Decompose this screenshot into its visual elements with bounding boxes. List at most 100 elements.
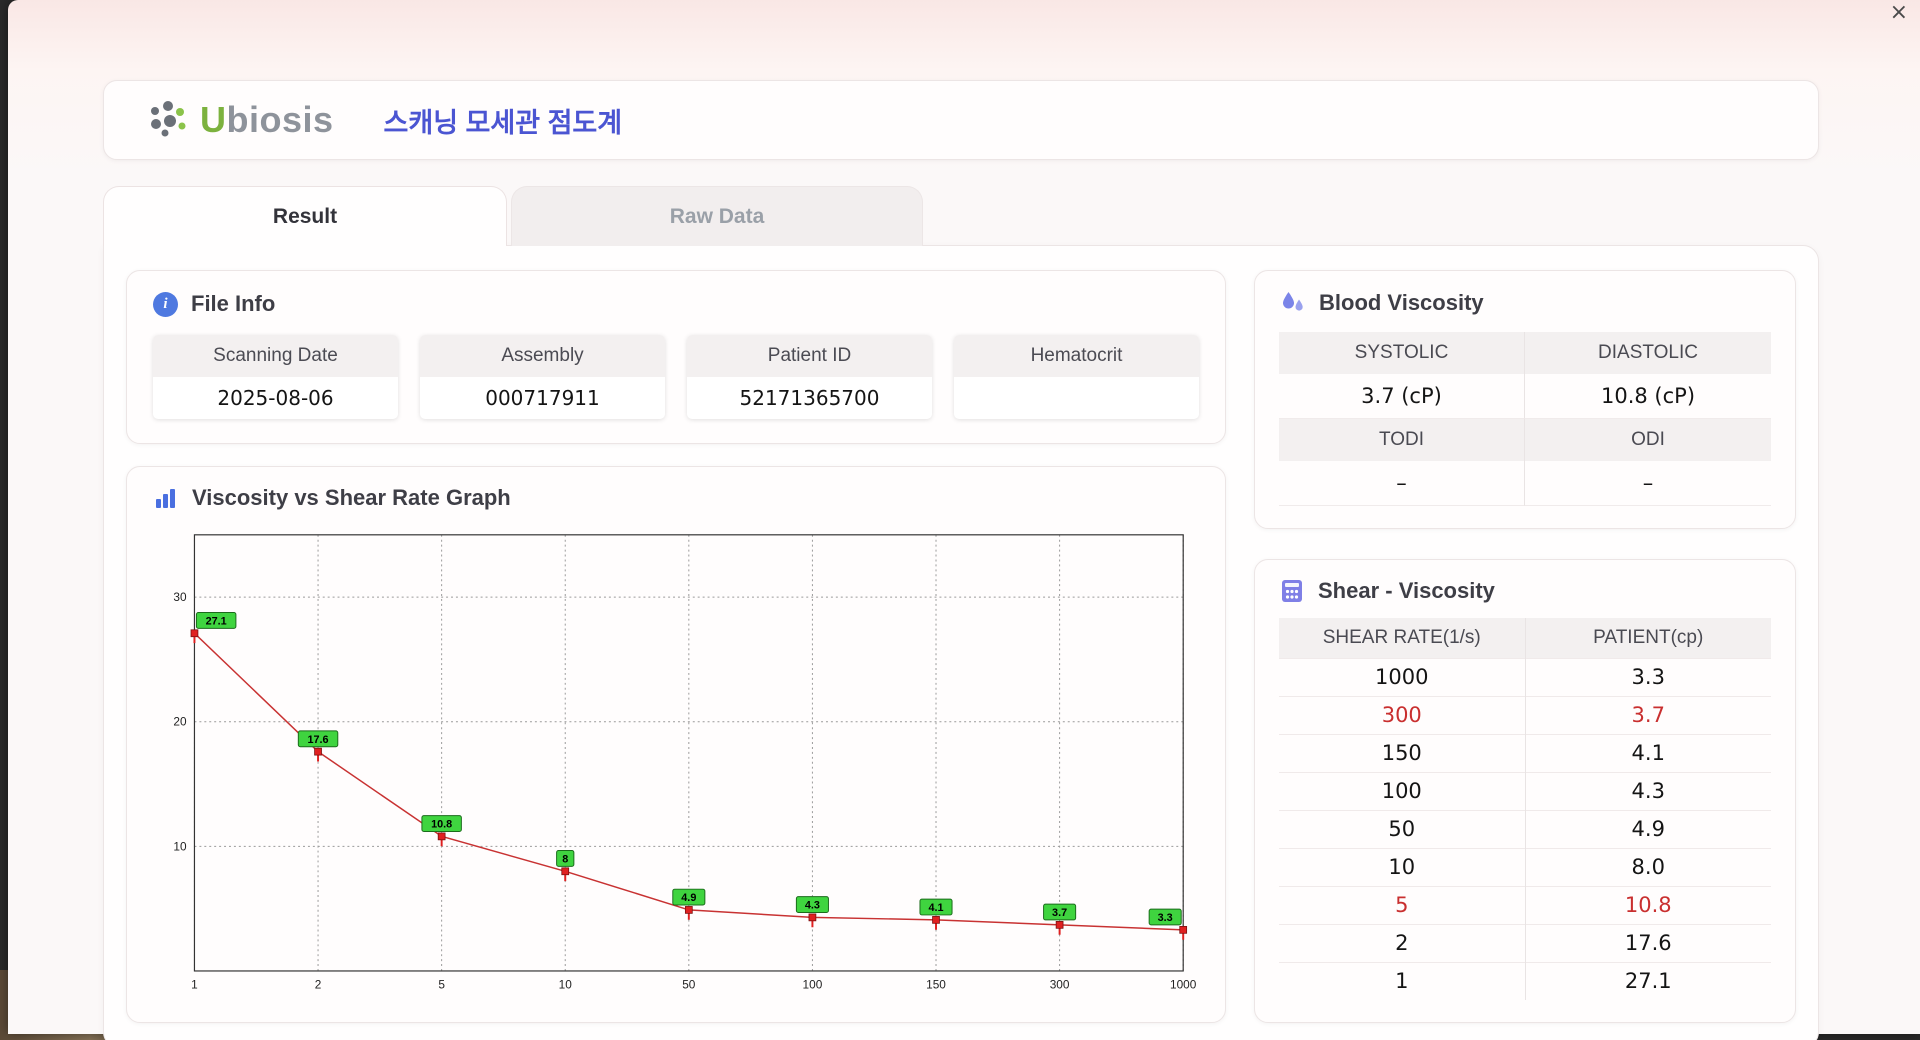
- patient-viscosity-cell: 10.8: [1525, 885, 1771, 924]
- ubiosis-logo-icon: [144, 99, 192, 141]
- svg-text:1: 1: [191, 978, 198, 992]
- shear-table-row: 2 17.6: [1279, 923, 1771, 962]
- field-assembly: Assembly 000717911: [420, 335, 665, 419]
- app-window: × Ubiosis 스캐닝 모세관 점도계: [8, 0, 1920, 1040]
- tab-bar: Result Raw Data: [103, 186, 1819, 248]
- svg-text:4.3: 4.3: [805, 900, 820, 912]
- file-info-card: i File Info Scanning Date 2025-08-06 Ass…: [126, 270, 1226, 444]
- blood-viscosity-card: Blood Viscosity SYSTOLIC DIASTOLIC 3.7 (…: [1254, 270, 1796, 529]
- svg-text:100: 100: [803, 978, 823, 992]
- info-icon: i: [153, 291, 178, 317]
- patient-viscosity-cell: 8.0: [1525, 847, 1771, 886]
- shear-viscosity-table-body: 1000 3.3 300 3.7 150 4.1 100 4.3 50 4.9 10 8.0 5 10.8…: [1279, 657, 1771, 1000]
- graph-title-text: Viscosity vs Shear Rate Graph: [192, 485, 511, 510]
- blood-viscosity-title: Blood Viscosity: [1279, 289, 1771, 316]
- shear-table-row: 300 3.7: [1279, 695, 1771, 734]
- patient-viscosity-cell: 4.3: [1525, 771, 1771, 810]
- svg-text:50: 50: [682, 978, 696, 992]
- droplet-icon: [1279, 289, 1306, 316]
- field-value: 2025-08-06: [217, 386, 334, 410]
- diastolic-value: 10.8 (cP): [1525, 374, 1771, 419]
- shear-rate-column-header: SHEAR RATE(1/s): [1279, 618, 1526, 658]
- brand-rest: biosis: [226, 99, 334, 140]
- tab-raw-data[interactable]: Raw Data: [511, 186, 923, 246]
- svg-text:4.9: 4.9: [681, 892, 696, 904]
- patient-viscosity-cell: 17.6: [1525, 923, 1771, 962]
- shear-rate-cell: 300: [1279, 695, 1526, 734]
- field-value: 52171365700: [739, 386, 880, 410]
- header-card: Ubiosis 스캐닝 모세관 점도계: [103, 80, 1819, 160]
- file-info-title-text: File Info: [191, 291, 276, 316]
- field-value: 000717911: [485, 386, 600, 410]
- bar-chart-icon: [153, 485, 179, 511]
- shear-viscosity-title-text: Shear - Viscosity: [1318, 578, 1495, 603]
- left-column: i File Info Scanning Date 2025-08-06 Ass…: [126, 270, 1226, 1023]
- shear-rate-cell: 1000: [1279, 657, 1526, 696]
- shear-rate-cell: 50: [1279, 809, 1526, 848]
- brand-name: Ubiosis: [200, 102, 334, 138]
- file-info-fields: Scanning Date 2025-08-06 Assembly 000717…: [153, 335, 1199, 419]
- shear-table-row: 100 4.3: [1279, 771, 1771, 810]
- svg-text:20: 20: [173, 715, 187, 729]
- patient-viscosity-cell: 4.9: [1525, 809, 1771, 848]
- systolic-label: SYSTOLIC: [1279, 332, 1525, 374]
- patient-viscosity-cell: 3.7: [1525, 695, 1771, 734]
- page-title: 스캐닝 모세관 점도계: [383, 107, 623, 138]
- shear-rate-cell: 10: [1279, 847, 1526, 886]
- svg-text:1000: 1000: [1170, 978, 1197, 992]
- app-content: Ubiosis 스캐닝 모세관 점도계 Result Raw Data i Fi…: [103, 80, 1819, 1040]
- brand-logo: Ubiosis: [144, 99, 334, 141]
- svg-text:27.1: 27.1: [206, 615, 227, 627]
- svg-text:10: 10: [559, 978, 573, 992]
- odi-value: –: [1525, 461, 1771, 506]
- svg-text:17.6: 17.6: [307, 734, 328, 746]
- field-hematocrit: Hematocrit: [954, 335, 1199, 419]
- svg-text:300: 300: [1050, 978, 1070, 992]
- blood-viscosity-grid: SYSTOLIC DIASTOLIC 3.7 (cP) 10.8 (cP) TO…: [1279, 332, 1771, 506]
- shear-rate-cell: 150: [1279, 733, 1526, 772]
- svg-text:5: 5: [438, 978, 445, 992]
- patient-column-header: PATIENT(cp): [1525, 618, 1771, 658]
- tab-result[interactable]: Result: [103, 186, 507, 248]
- svg-text:30: 30: [173, 590, 187, 604]
- shear-rate-cell: 100: [1279, 771, 1526, 810]
- shear-table-header-row: SHEAR RATE(1/s) PATIENT(cp): [1279, 618, 1771, 658]
- shear-table-row: 150 4.1: [1279, 733, 1771, 772]
- result-panel: i File Info Scanning Date 2025-08-06 Ass…: [103, 245, 1819, 1040]
- todi-value: –: [1279, 461, 1525, 506]
- shear-table-row: 1 27.1: [1279, 961, 1771, 1000]
- right-column: Blood Viscosity SYSTOLIC DIASTOLIC 3.7 (…: [1254, 270, 1796, 1023]
- shear-viscosity-title: Shear - Viscosity: [1279, 578, 1771, 604]
- svg-text:3.7: 3.7: [1052, 907, 1067, 919]
- brand-initial: U: [200, 99, 227, 140]
- viscosity-graph-card: Viscosity vs Shear Rate Graph 1 2 5 10 50 100…: [126, 466, 1226, 1023]
- field-label: Assembly: [420, 335, 665, 377]
- systolic-value: 3.7 (cP): [1279, 374, 1525, 419]
- svg-text:10.8: 10.8: [431, 819, 452, 831]
- shear-rate-cell: 5: [1279, 885, 1526, 924]
- shear-viscosity-card: Shear - Viscosity SHEAR RATE(1/s) PATIEN…: [1254, 559, 1796, 1023]
- svg-text:2: 2: [315, 978, 322, 992]
- patient-viscosity-cell: 3.3: [1525, 657, 1771, 696]
- odi-label: ODI: [1525, 419, 1771, 461]
- graph-title: Viscosity vs Shear Rate Graph: [153, 485, 1199, 511]
- svg-text:10: 10: [173, 839, 187, 853]
- shear-table-row: 10 8.0: [1279, 847, 1771, 886]
- viscosity-chart-svg: 1 2 5 10 50 100 150 300 1000 10 20 30 27.1 17.6 10.8 8 4…: [173, 534, 1197, 992]
- patient-viscosity-cell: 27.1: [1525, 961, 1771, 1000]
- field-label: Patient ID: [687, 335, 932, 377]
- shear-rate-cell: 1: [1279, 961, 1526, 1000]
- shear-table-row: 1000 3.3: [1279, 657, 1771, 696]
- shear-table-row: 5 10.8: [1279, 885, 1771, 924]
- patient-viscosity-cell: 4.1: [1525, 733, 1771, 772]
- table-grid-icon: [1279, 578, 1305, 604]
- viscosity-chart: 1 2 5 10 50 100 150 300 1000 10 20 30 27.1 17.6 10.8 8 4…: [153, 521, 1199, 1005]
- svg-text:8: 8: [562, 853, 568, 865]
- diastolic-label: DIASTOLIC: [1525, 332, 1771, 374]
- blood-viscosity-title-text: Blood Viscosity: [1319, 289, 1484, 315]
- shear-viscosity-table: SHEAR RATE(1/s) PATIENT(cp) 1000 3.3 300 3.…: [1279, 618, 1771, 1000]
- field-label: Hematocrit: [954, 335, 1199, 377]
- window-close-button[interactable]: ×: [1889, 0, 1908, 25]
- field-scanning-date: Scanning Date 2025-08-06: [153, 335, 398, 419]
- field-value: [954, 377, 1199, 419]
